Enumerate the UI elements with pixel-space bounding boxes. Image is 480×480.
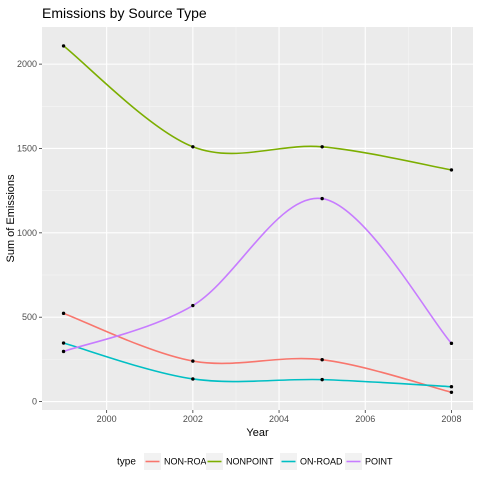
x-tick-label: 2008: [441, 414, 461, 424]
x-axis: 2000 2002 2004 2006 2008: [97, 410, 461, 424]
x-axis-title: Year: [246, 427, 269, 439]
legend: type NON-ROAD NONPOINT ON-ROAD POINT: [117, 453, 393, 470]
data-point-on-road: [61, 341, 66, 345]
chart-title: Emissions by Source Type: [42, 5, 207, 21]
series-line-nonpoint: [63, 45, 452, 171]
data-point-point: [61, 349, 66, 354]
data-point-nonpoint: [320, 145, 324, 149]
legend-label-nonpoint: NONPOINT: [226, 457, 274, 467]
data-point-on-road: [449, 385, 454, 389]
data-point-nonpoint: [61, 44, 66, 48]
y-axis-title: Sum of Emissions: [5, 174, 17, 263]
data-point-nonpoint: [191, 145, 195, 149]
series-line-non-road: [63, 312, 452, 394]
data-point-point: [320, 196, 324, 201]
series-line-point: [63, 197, 453, 353]
data-point-non-road: [61, 311, 66, 316]
data-point-on-road: [320, 377, 324, 382]
legend-title: type: [117, 457, 136, 468]
legend-label-on-road: ON-ROAD: [300, 457, 343, 467]
data-point-non-road: [320, 358, 324, 362]
y-tick-label: 0: [32, 397, 37, 407]
x-tick-label: 2004: [269, 414, 289, 424]
legend-label-non-road: NON-ROAD: [164, 457, 213, 467]
series-line-on-road: [63, 342, 452, 388]
legend-label-point: POINT: [365, 457, 393, 467]
x-tick-label: 2006: [355, 414, 375, 424]
data-point-on-road: [191, 377, 195, 381]
data-point-nonpoint: [449, 168, 454, 172]
points-group: [61, 44, 454, 394]
series-group: [63, 45, 453, 394]
y-tick-label: 1500: [17, 143, 37, 153]
y-axis: 0 500 1000 1500 2000: [17, 59, 42, 407]
y-tick-label: 2000: [17, 59, 37, 69]
data-point-non-road: [191, 359, 195, 363]
y-tick-label: 500: [22, 312, 37, 322]
data-point-point: [191, 303, 195, 308]
x-tick-label: 2002: [183, 414, 203, 424]
y-tick-label: 1000: [17, 228, 37, 238]
data-point-non-road: [449, 390, 454, 394]
x-tick-label: 2000: [97, 414, 117, 424]
data-point-point: [449, 341, 454, 346]
